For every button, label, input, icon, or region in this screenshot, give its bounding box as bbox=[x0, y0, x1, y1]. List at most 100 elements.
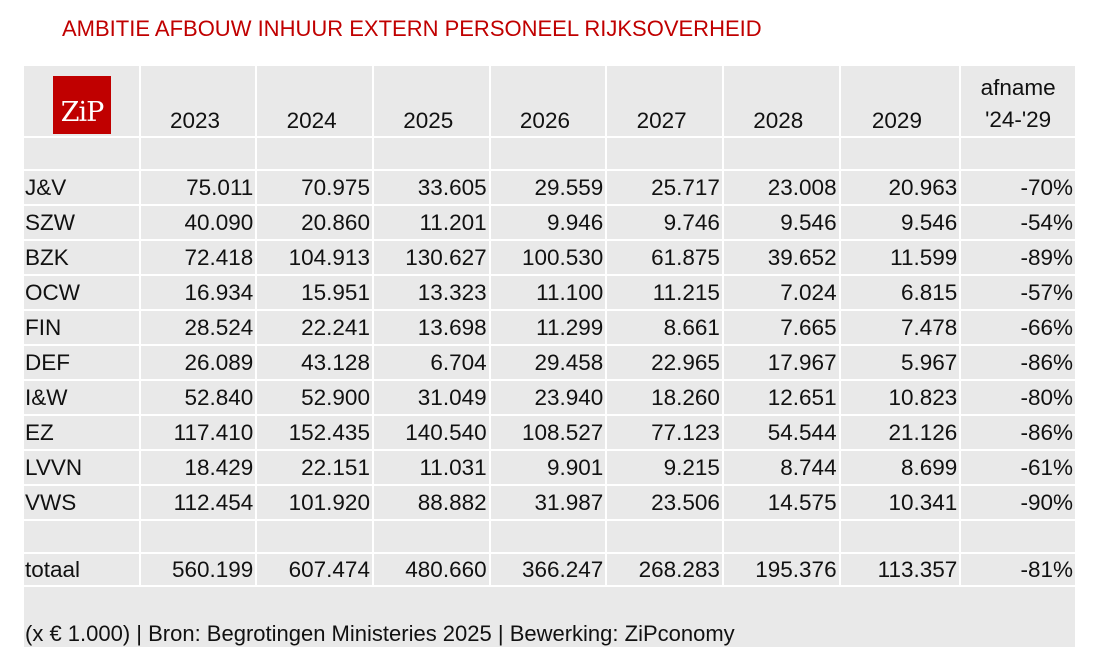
change-header: afname '24-'29 bbox=[961, 66, 1075, 136]
value-cell: 9.546 bbox=[840, 206, 960, 239]
change-cell: -54% bbox=[961, 206, 1075, 239]
value-cell: 9.746 bbox=[607, 206, 722, 239]
value-cell: 11.031 bbox=[373, 451, 489, 484]
total-value-cell: 195.376 bbox=[723, 554, 839, 585]
change-cell: -90% bbox=[961, 486, 1075, 519]
table-row: DEF 26.089 43.128 6.704 29.458 22.965 17.967 5.… bbox=[24, 346, 1075, 379]
total-row: totaal 560.199 607.474 480.660 366.247 268.28… bbox=[24, 554, 1075, 585]
value-cell: 15.951 bbox=[257, 276, 372, 309]
value-cell: 8.699 bbox=[840, 451, 960, 484]
value-cell: 18.429 bbox=[140, 451, 256, 484]
table-row: EZ 117.410 152.435 140.540 108.527 77.123 54.5… bbox=[24, 416, 1075, 449]
page-title: AMBITIE AFBOUW INHUUR EXTERN PERSONEEL R… bbox=[62, 16, 762, 41]
value-cell: 40.090 bbox=[140, 206, 256, 239]
table-row: LVVN 18.429 22.151 11.031 9.901 9.215 8.744 8.6… bbox=[24, 451, 1075, 484]
table-row: OCW 16.934 15.951 13.323 11.100 11.215 7.024 6.… bbox=[24, 276, 1075, 309]
total-value-cell: 268.283 bbox=[607, 554, 722, 585]
value-cell: 10.341 bbox=[840, 486, 960, 519]
value-cell: 140.540 bbox=[373, 416, 489, 449]
total-value-cell: 560.199 bbox=[140, 554, 256, 585]
change-header-line1: afname bbox=[980, 75, 1056, 100]
value-cell: 117.410 bbox=[140, 416, 256, 449]
year-header: 2027 bbox=[607, 66, 722, 136]
value-cell: 23.506 bbox=[607, 486, 722, 519]
zip-logo: ZiP bbox=[53, 76, 111, 134]
value-cell: 88.882 bbox=[373, 486, 489, 519]
value-cell: 52.840 bbox=[140, 381, 256, 414]
ministry-label: VWS bbox=[24, 486, 139, 519]
change-cell: -61% bbox=[961, 451, 1075, 484]
value-cell: 22.241 bbox=[257, 311, 372, 344]
ministry-label: FIN bbox=[24, 311, 139, 344]
change-header-line2: '24-'29 bbox=[985, 107, 1052, 132]
ministry-label: EZ bbox=[24, 416, 139, 449]
footer-row: (x € 1.000) | Bron: Begrotingen Minister… bbox=[24, 587, 1075, 647]
value-cell: 18.260 bbox=[607, 381, 722, 414]
value-cell: 104.913 bbox=[257, 241, 372, 274]
value-cell: 33.605 bbox=[373, 171, 489, 204]
value-cell: 25.717 bbox=[607, 171, 722, 204]
ministry-label: SZW bbox=[24, 206, 139, 239]
year-header: 2025 bbox=[373, 66, 489, 136]
value-cell: 9.546 bbox=[723, 206, 839, 239]
value-cell: 14.575 bbox=[723, 486, 839, 519]
change-cell: -57% bbox=[961, 276, 1075, 309]
value-cell: 12.651 bbox=[723, 381, 839, 414]
value-cell: 20.860 bbox=[257, 206, 372, 239]
value-cell: 31.049 bbox=[373, 381, 489, 414]
logo-cell: ZiP bbox=[24, 66, 139, 136]
value-cell: 39.652 bbox=[723, 241, 839, 274]
value-cell: 11.299 bbox=[490, 311, 606, 344]
value-cell: 77.123 bbox=[607, 416, 722, 449]
value-cell: 108.527 bbox=[490, 416, 606, 449]
change-cell: -70% bbox=[961, 171, 1075, 204]
ministry-label: BZK bbox=[24, 241, 139, 274]
ministry-label: OCW bbox=[24, 276, 139, 309]
data-table-panel: ZiP 2023 2024 2025 2026 2027 2028 2029 a… bbox=[24, 66, 1075, 650]
budget-table: ZiP 2023 2024 2025 2026 2027 2028 2029 a… bbox=[22, 64, 1077, 649]
value-cell: 17.967 bbox=[723, 346, 839, 379]
ministry-label: J&V bbox=[24, 171, 139, 204]
change-cell: -89% bbox=[961, 241, 1075, 274]
table-row: FIN 28.524 22.241 13.698 11.299 8.661 7.665 7.4… bbox=[24, 311, 1075, 344]
value-cell: 23.008 bbox=[723, 171, 839, 204]
value-cell: 61.875 bbox=[607, 241, 722, 274]
value-cell: 11.599 bbox=[840, 241, 960, 274]
ministry-label: I&W bbox=[24, 381, 139, 414]
total-value-cell: 480.660 bbox=[373, 554, 489, 585]
table-row: VWS 112.454 101.920 88.882 31.987 23.506 14.57… bbox=[24, 486, 1075, 519]
change-cell: -80% bbox=[961, 381, 1075, 414]
value-cell: 8.661 bbox=[607, 311, 722, 344]
value-cell: 31.987 bbox=[490, 486, 606, 519]
value-cell: 52.900 bbox=[257, 381, 372, 414]
value-cell: 6.704 bbox=[373, 346, 489, 379]
value-cell: 43.128 bbox=[257, 346, 372, 379]
value-cell: 8.744 bbox=[723, 451, 839, 484]
value-cell: 28.524 bbox=[140, 311, 256, 344]
value-cell: 70.975 bbox=[257, 171, 372, 204]
value-cell: 9.946 bbox=[490, 206, 606, 239]
total-change-cell: -81% bbox=[961, 554, 1075, 585]
table-row: BZK 72.418 104.913 130.627 100.530 61.875 39.6… bbox=[24, 241, 1075, 274]
total-value-cell: 366.247 bbox=[490, 554, 606, 585]
value-cell: 11.201 bbox=[373, 206, 489, 239]
value-cell: 112.454 bbox=[140, 486, 256, 519]
year-header: 2026 bbox=[490, 66, 606, 136]
value-cell: 130.627 bbox=[373, 241, 489, 274]
value-cell: 21.126 bbox=[840, 416, 960, 449]
value-cell: 5.967 bbox=[840, 346, 960, 379]
value-cell: 29.458 bbox=[490, 346, 606, 379]
ministry-label: DEF bbox=[24, 346, 139, 379]
spacer-row bbox=[24, 138, 1075, 169]
value-cell: 22.965 bbox=[607, 346, 722, 379]
value-cell: 72.418 bbox=[140, 241, 256, 274]
value-cell: 16.934 bbox=[140, 276, 256, 309]
total-value-cell: 607.474 bbox=[257, 554, 372, 585]
change-cell: -86% bbox=[961, 416, 1075, 449]
value-cell: 75.011 bbox=[140, 171, 256, 204]
ministry-label: LVVN bbox=[24, 451, 139, 484]
value-cell: 26.089 bbox=[140, 346, 256, 379]
value-cell: 11.215 bbox=[607, 276, 722, 309]
value-cell: 9.901 bbox=[490, 451, 606, 484]
value-cell: 29.559 bbox=[490, 171, 606, 204]
